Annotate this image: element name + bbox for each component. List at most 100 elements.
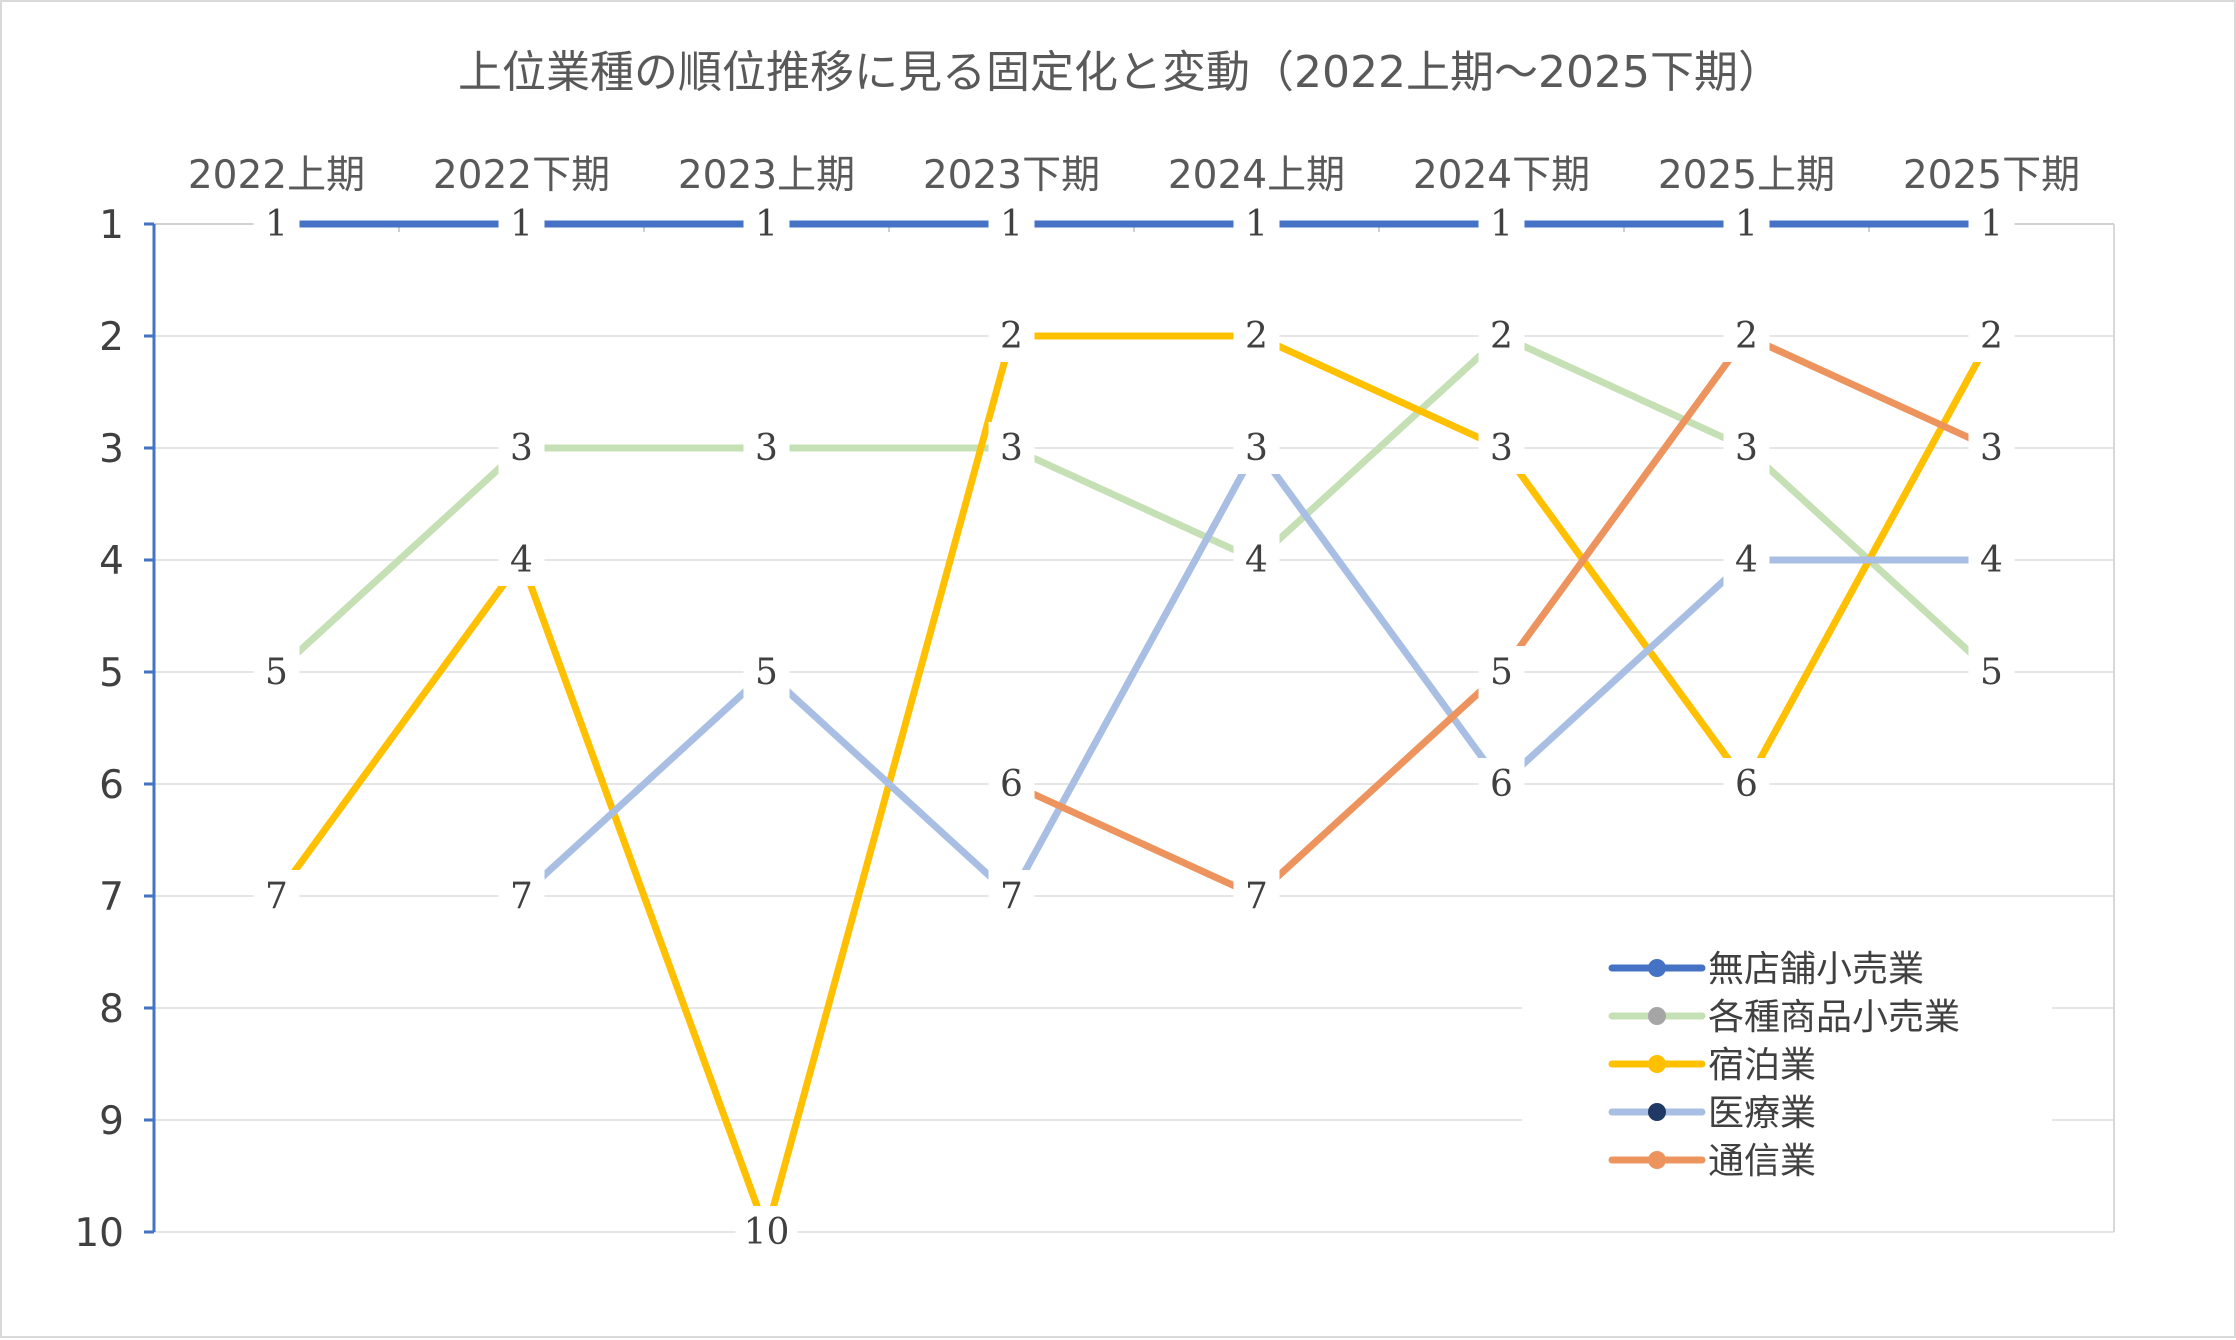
data-label-bg bbox=[988, 758, 1035, 810]
data-label: 4 bbox=[1980, 540, 2003, 581]
data-label-bg bbox=[988, 310, 1035, 362]
data-label-bg bbox=[743, 422, 790, 474]
y-tick-label: 9 bbox=[99, 1099, 124, 1144]
legend-label: 医療業 bbox=[1708, 1093, 1816, 1134]
x-tick-label: 2024上期 bbox=[1168, 153, 1345, 198]
data-label: 1 bbox=[1245, 204, 1268, 245]
data-label: 4 bbox=[1735, 540, 1758, 581]
data-label: 2 bbox=[1735, 316, 1758, 357]
legend-marker bbox=[1648, 1151, 1666, 1169]
data-label-bg bbox=[1478, 310, 1525, 362]
legend-label: 通信業 bbox=[1708, 1141, 1816, 1182]
data-label-bg bbox=[743, 646, 790, 698]
data-label-bg bbox=[1478, 758, 1525, 810]
data-label-bg bbox=[1233, 870, 1280, 922]
data-label-bg bbox=[1233, 310, 1280, 362]
y-tick-label: 6 bbox=[99, 763, 124, 808]
data-labels: 1 1 1 1 1 1 1 1 5 3 3 3 4 2 3 5 7 4 10 2 2 3 6 2 7 5 7 3 6 4 4 6 7 5 2 3 bbox=[253, 198, 2015, 1258]
x-tick-label: 2023下期 bbox=[923, 153, 1100, 198]
data-label: 1 bbox=[1490, 204, 1513, 245]
data-label: 2 bbox=[1000, 316, 1023, 357]
data-label: 3 bbox=[1735, 428, 1758, 469]
data-label: 7 bbox=[1000, 876, 1023, 917]
data-label-bg bbox=[498, 198, 545, 250]
data-label-bg bbox=[1723, 198, 1770, 250]
data-label: 4 bbox=[1245, 540, 1268, 581]
data-label: 2 bbox=[1245, 316, 1268, 357]
data-label-bg bbox=[988, 422, 1035, 474]
data-label: 5 bbox=[755, 652, 778, 693]
data-label: 1 bbox=[510, 204, 533, 245]
data-label-bg bbox=[735, 1206, 798, 1258]
legend-label: 各種商品小売業 bbox=[1708, 997, 1960, 1038]
x-tick-label: 2022上期 bbox=[188, 153, 365, 198]
data-label: 1 bbox=[265, 204, 288, 245]
x-tick-label: 2023上期 bbox=[678, 153, 855, 198]
series-line bbox=[1010, 332, 1993, 900]
data-label-bg bbox=[1233, 422, 1280, 474]
data-label-bg bbox=[498, 422, 545, 474]
x-tick-label: 2024下期 bbox=[1413, 153, 1590, 198]
y-tick-label: 3 bbox=[99, 427, 124, 472]
data-label-bg bbox=[1968, 422, 2015, 474]
data-label: 1 bbox=[1735, 204, 1758, 245]
legend-marker bbox=[1648, 959, 1666, 977]
data-label: 10 bbox=[744, 1212, 790, 1253]
data-label: 1 bbox=[1980, 204, 2003, 245]
x-tick-label: 2025上期 bbox=[1658, 153, 1835, 198]
legend-marker bbox=[1648, 1007, 1666, 1025]
data-label: 3 bbox=[1980, 428, 2003, 469]
data-label: 6 bbox=[1735, 764, 1758, 805]
y-tick-label: 8 bbox=[99, 987, 124, 1032]
data-label-bg bbox=[1968, 534, 2015, 586]
data-label-bg bbox=[253, 198, 300, 250]
data-label: 5 bbox=[1980, 652, 2003, 693]
data-label-bg bbox=[1233, 534, 1280, 586]
chart-title: 上位業種の順位推移に見る固定化と変動（2022上期～2025下期） bbox=[458, 47, 1782, 98]
data-label-bg bbox=[743, 198, 790, 250]
data-label: 1 bbox=[1000, 204, 1023, 245]
y-tick-label: 7 bbox=[99, 875, 124, 920]
x-tick-label: 2025下期 bbox=[1903, 153, 2080, 198]
y-tick-label: 10 bbox=[74, 1211, 124, 1256]
data-label-bg bbox=[1723, 310, 1770, 362]
data-label: 5 bbox=[265, 652, 288, 693]
data-label-bg bbox=[1968, 646, 2015, 698]
x-tick-label: 2022下期 bbox=[433, 153, 610, 198]
y-tick-label: 4 bbox=[99, 539, 124, 584]
axes: 1 2 3 4 5 6 7 8 9 10 2022上期 2022下期 2023上期 2023下期 2024上… bbox=[74, 153, 2115, 1256]
data-label: 5 bbox=[1490, 652, 1513, 693]
data-label-bg bbox=[1233, 198, 1280, 250]
data-label-bg bbox=[498, 534, 545, 586]
data-label: 6 bbox=[1490, 764, 1513, 805]
data-label: 3 bbox=[755, 428, 778, 469]
legend-label: 宿泊業 bbox=[1708, 1045, 1816, 1086]
data-label-bg bbox=[253, 870, 300, 922]
data-label-bg bbox=[1478, 422, 1525, 474]
legend-label: 無店舗小売業 bbox=[1708, 949, 1924, 990]
data-label: 4 bbox=[510, 540, 533, 581]
y-tick-label: 1 bbox=[99, 203, 124, 248]
data-label-bg bbox=[1968, 310, 2015, 362]
y-tick-label: 5 bbox=[99, 651, 124, 696]
series-line bbox=[274, 332, 1994, 675]
data-label: 6 bbox=[1000, 764, 1023, 805]
data-label-bg bbox=[1723, 422, 1770, 474]
y-tick-label: 2 bbox=[99, 315, 124, 360]
data-label: 3 bbox=[1245, 428, 1268, 469]
data-label: 3 bbox=[1000, 428, 1023, 469]
data-label: 3 bbox=[1490, 428, 1513, 469]
series-line bbox=[273, 332, 1995, 1236]
data-label-bg bbox=[1723, 534, 1770, 586]
data-label: 2 bbox=[1490, 316, 1513, 357]
legend-marker bbox=[1648, 1055, 1666, 1073]
data-label-bg bbox=[498, 870, 545, 922]
data-label: 3 bbox=[510, 428, 533, 469]
data-label: 7 bbox=[1245, 876, 1268, 917]
data-label-bg bbox=[1478, 646, 1525, 698]
data-label-bg bbox=[988, 870, 1035, 922]
data-label-bg bbox=[253, 646, 300, 698]
